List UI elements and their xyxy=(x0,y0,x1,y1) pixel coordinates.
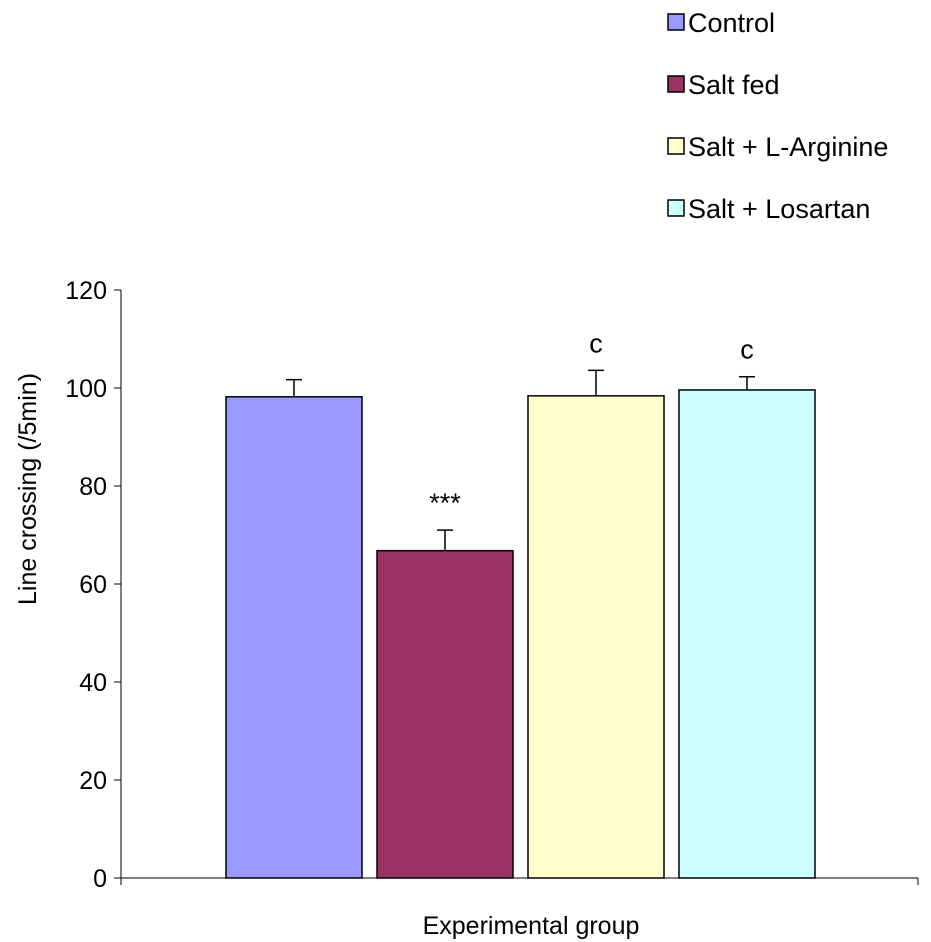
legend-label: Control xyxy=(688,8,775,38)
legend-label: Salt fed xyxy=(688,70,780,100)
legend-swatch xyxy=(667,75,685,93)
y-tick-label: 120 xyxy=(65,277,107,305)
legend-label: Salt + Losartan xyxy=(688,194,870,224)
y-tick-label: 80 xyxy=(79,473,107,501)
y-tick-label: 0 xyxy=(93,865,107,893)
y-tick-label: 100 xyxy=(65,375,107,403)
bar xyxy=(376,549,514,879)
significance-label: c xyxy=(740,335,754,365)
axes: 0 20 40 60 80 100 120 xyxy=(65,277,919,893)
legend-swatch xyxy=(667,199,685,217)
legend-swatch xyxy=(667,13,685,31)
y-tick-label: 40 xyxy=(79,669,107,697)
legend: Control Salt fed Salt + L-Arginine Salt + L… xyxy=(667,8,888,224)
legend-swatch xyxy=(667,137,685,155)
bar xyxy=(678,389,816,879)
bars: *** c c xyxy=(225,328,816,879)
y-axis-title: Line crossing (/5min) xyxy=(14,373,42,605)
legend-label: Salt + L-Arginine xyxy=(688,132,888,162)
bar xyxy=(225,396,363,879)
y-tick-label: 20 xyxy=(79,767,107,795)
significance-label: c xyxy=(589,328,603,358)
y-tick-label: 60 xyxy=(79,571,107,599)
significance-label: *** xyxy=(429,488,461,518)
bar xyxy=(527,395,665,879)
x-axis-title: Experimental group xyxy=(423,912,640,940)
